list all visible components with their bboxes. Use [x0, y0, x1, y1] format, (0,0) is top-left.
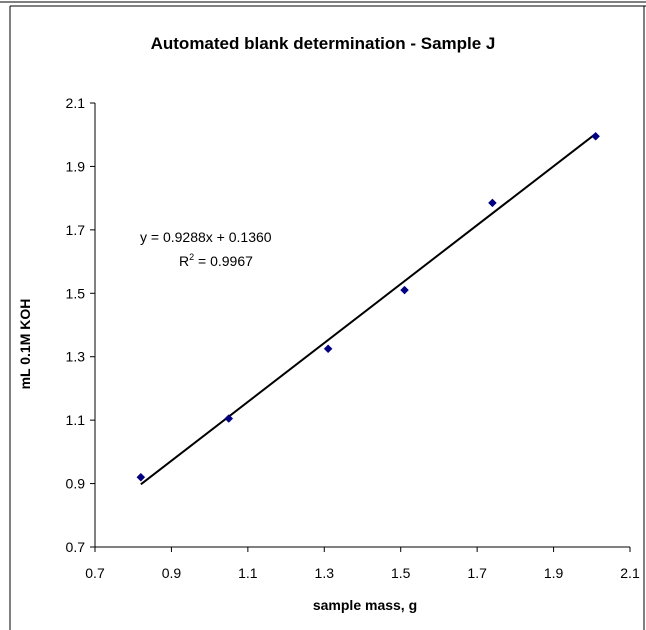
r-squared-label: R2 = 0.9967	[179, 252, 253, 269]
y-tick-label: 1.1	[66, 412, 86, 428]
trendline-equation: y = 0.9288x + 0.1360	[140, 229, 272, 245]
y-tick-label: 1.5	[66, 285, 86, 301]
x-tick-label: 2.1	[620, 565, 640, 581]
data-point	[488, 198, 497, 208]
y-tick-label: 0.7	[66, 539, 86, 555]
r2-superscript: 2	[189, 252, 195, 262]
data-point	[323, 344, 333, 354]
y-tick-label: 2.1	[66, 95, 86, 111]
x-tick-label: 0.9	[162, 565, 182, 581]
x-tick-label: 1.9	[544, 565, 564, 581]
y-tick-label: 1.7	[66, 222, 86, 238]
data-point	[136, 472, 146, 482]
x-tick-label: 1.3	[315, 565, 335, 581]
y-tick-label: 0.9	[66, 476, 86, 492]
y-tick-label: 1.3	[66, 349, 86, 365]
r2-value: = 0.9967	[194, 253, 253, 269]
x-tick-label: 1.1	[238, 565, 258, 581]
x-tick-label: 1.5	[391, 565, 411, 581]
data-point	[224, 414, 234, 423]
x-axis-label: sample mass, g	[312, 597, 418, 613]
x-tick-label: 1.7	[467, 565, 487, 581]
r2-letter: R	[179, 253, 190, 269]
data-point	[400, 285, 409, 295]
x-tick-label: 0.7	[85, 565, 105, 581]
chart-title: Automated blank determination - Sample J	[150, 34, 496, 53]
y-tick-label: 1.9	[66, 158, 86, 174]
y-axis-label: mL 0.1M KOH	[17, 298, 33, 390]
trendline	[140, 133, 597, 486]
data-point	[591, 131, 600, 141]
